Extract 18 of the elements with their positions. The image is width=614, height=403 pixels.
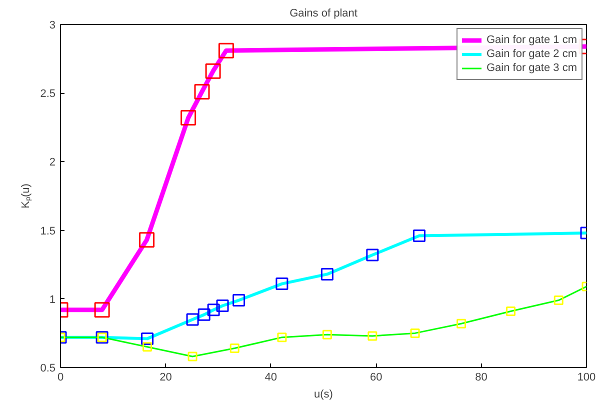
y-tick-label: 0.5 [40,362,56,374]
legend-label: Gain for gate 1 cm [486,33,577,47]
y-tick-label: 2 [49,156,56,169]
x-tick-label: 20 [160,372,172,384]
x-axis-title: u(s) [314,388,333,400]
chart-title: Gains of plant [290,8,358,20]
y-tick-label: 2.5 [40,88,56,100]
x-tick-label: 60 [370,372,382,384]
x-tick-label: 80 [475,372,488,384]
x-tick-label: 100 [577,372,596,384]
x-tick-label: 0 [57,372,64,384]
y-axis-title: Kₚ(u) [20,184,32,208]
x-tick-label: 40 [264,372,278,384]
y-tick-label: 1 [49,294,56,306]
legend-label: Gain for gate 2 cm [486,47,577,61]
legend-label: Gain for gate 3 cm [486,61,577,75]
y-tick-label: 1.5 [40,225,56,238]
y-tick-label: 3 [49,20,56,32]
